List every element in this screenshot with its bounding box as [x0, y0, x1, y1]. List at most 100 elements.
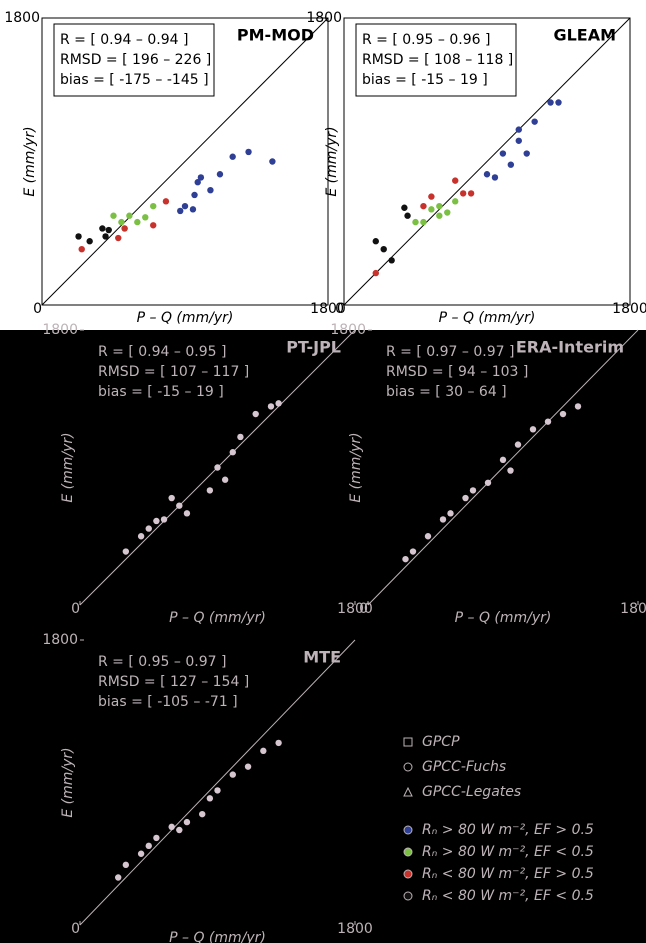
- point: [483, 171, 491, 178]
- point: [555, 99, 562, 106]
- point: [197, 174, 205, 181]
- y-axis-label: E (mm/yr): [22, 126, 38, 196]
- point: [194, 179, 201, 186]
- legend-label: Rₙ < 80 W m⁻², EF > 0.5: [422, 866, 594, 882]
- point: [137, 850, 145, 857]
- y-tick-label: 1800: [330, 322, 366, 338]
- point: [183, 818, 191, 826]
- point: [531, 118, 538, 125]
- point: [207, 187, 214, 194]
- point: [237, 433, 244, 441]
- point: [168, 494, 175, 502]
- point: [137, 533, 145, 540]
- point: [221, 476, 229, 483]
- x-tick-label: 0: [335, 301, 344, 317]
- point: [462, 494, 469, 502]
- point: [412, 218, 419, 226]
- point: [372, 238, 379, 245]
- point: [244, 763, 252, 770]
- point: [126, 212, 133, 219]
- point: [491, 174, 499, 181]
- x-tick-label: 0: [71, 921, 80, 937]
- point: [401, 204, 408, 211]
- y-axis-label: E (mm/yr): [60, 432, 76, 502]
- point: [75, 233, 82, 240]
- point: [122, 861, 130, 869]
- point: [529, 426, 537, 433]
- point: [252, 410, 259, 418]
- point: [444, 209, 451, 216]
- legend-symbol: [403, 737, 413, 747]
- point: [452, 177, 459, 184]
- point: [436, 202, 443, 210]
- point: [199, 810, 206, 818]
- point: [559, 410, 567, 418]
- point: [78, 245, 85, 253]
- x-tick-label: 1800: [337, 921, 373, 937]
- point: [544, 418, 552, 425]
- panel-title: ERA-Interim: [516, 338, 624, 357]
- stat-line: R = [ 0.94 – 0.94 ]: [60, 32, 188, 48]
- point: [380, 245, 387, 253]
- point: [260, 747, 267, 755]
- point: [420, 218, 427, 226]
- point: [229, 449, 236, 456]
- stat-line: R = [ 0.94 – 0.95 ]: [98, 344, 226, 360]
- point: [114, 874, 122, 881]
- legend-label: Rₙ < 80 W m⁻², EF < 0.5: [422, 888, 594, 904]
- stat-line: bias = [ -15 – 19 ]: [98, 384, 224, 400]
- point: [469, 487, 477, 494]
- point: [150, 222, 157, 229]
- point: [216, 171, 224, 178]
- point: [409, 548, 417, 555]
- point: [436, 212, 443, 219]
- point: [574, 403, 582, 410]
- point: [428, 193, 435, 200]
- stat-line: bias = [ -15 – 19 ]: [362, 72, 488, 88]
- point: [428, 206, 435, 213]
- legend-swatch: [403, 891, 413, 901]
- point: [214, 787, 221, 794]
- x-tick-label: 0: [71, 601, 80, 617]
- legend-swatch: [403, 847, 413, 857]
- point: [142, 214, 149, 221]
- x-tick-label: 1800: [620, 601, 646, 617]
- panel-title: PT-JPL: [286, 338, 341, 357]
- x-tick-label: 1800: [337, 601, 373, 617]
- stats-box: [355, 23, 517, 97]
- plot-frame: [41, 17, 329, 306]
- one-to-one-line: [41, 17, 329, 306]
- panel-title: MTE: [303, 648, 341, 667]
- point: [267, 403, 275, 410]
- point: [523, 150, 530, 157]
- point: [515, 126, 522, 133]
- point: [153, 517, 160, 525]
- point: [420, 202, 427, 210]
- panel-title: PM-MOD: [237, 26, 314, 45]
- legend-label: GPCC-Legates: [422, 784, 521, 800]
- stats-box: [53, 23, 215, 97]
- point: [514, 441, 522, 448]
- one-to-one-line: [367, 329, 639, 606]
- point: [388, 257, 395, 264]
- legend-symbol: [403, 762, 413, 772]
- stat-line: bias = [ -175 – -145 ]: [60, 72, 209, 88]
- plot-frame: [343, 17, 631, 306]
- y-tick-label: 1800: [42, 632, 78, 648]
- stat-line: bias = [ 30 – 64 ]: [386, 384, 507, 400]
- stat-line: RMSD = [ 107 – 117 ]: [98, 364, 249, 380]
- point: [189, 206, 197, 213]
- point: [206, 795, 214, 802]
- x-axis-label: P – Q (mm/yr): [455, 610, 552, 626]
- legend-label: Rₙ > 80 W m⁻², EF > 0.5: [422, 822, 594, 838]
- point: [424, 533, 432, 540]
- x-tick-label: 1800: [612, 301, 646, 317]
- point: [150, 202, 157, 210]
- stat-line: RMSD = [ 196 – 226 ]: [60, 52, 211, 68]
- point: [515, 137, 522, 144]
- x-tick-label: 1800: [310, 301, 346, 317]
- point: [181, 202, 189, 210]
